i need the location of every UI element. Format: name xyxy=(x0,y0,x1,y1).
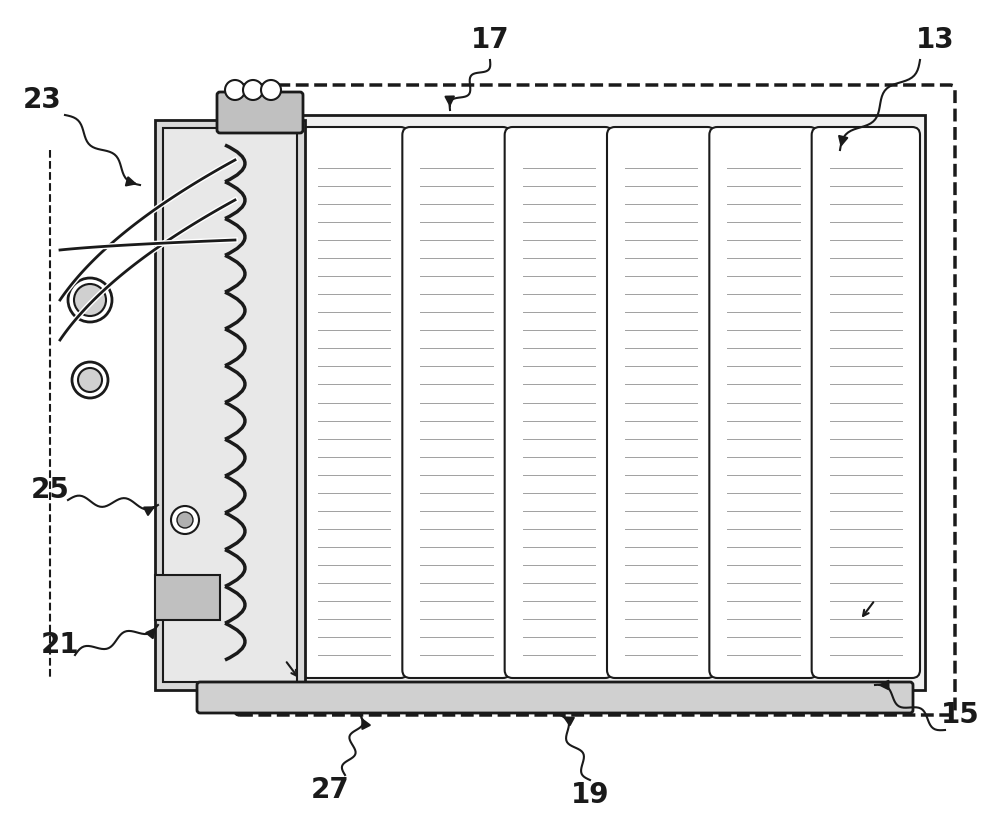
Circle shape xyxy=(261,80,281,100)
FancyBboxPatch shape xyxy=(155,120,305,690)
Text: 17: 17 xyxy=(471,26,509,54)
Text: 21: 21 xyxy=(41,631,79,659)
Circle shape xyxy=(68,278,112,322)
FancyBboxPatch shape xyxy=(197,682,913,713)
FancyBboxPatch shape xyxy=(812,127,920,678)
Circle shape xyxy=(78,368,102,392)
Bar xyxy=(155,575,220,620)
Text: 13: 13 xyxy=(916,26,954,54)
FancyBboxPatch shape xyxy=(505,127,613,678)
FancyBboxPatch shape xyxy=(607,127,715,678)
Circle shape xyxy=(177,512,193,528)
Text: 19: 19 xyxy=(571,781,609,809)
Circle shape xyxy=(72,362,108,398)
Text: 23: 23 xyxy=(23,86,61,114)
FancyBboxPatch shape xyxy=(709,127,818,678)
Bar xyxy=(163,128,297,682)
Circle shape xyxy=(74,284,106,316)
Text: 15: 15 xyxy=(941,701,979,729)
FancyBboxPatch shape xyxy=(402,127,511,678)
Text: 27: 27 xyxy=(311,776,349,804)
FancyBboxPatch shape xyxy=(235,85,955,715)
FancyBboxPatch shape xyxy=(217,92,303,133)
Circle shape xyxy=(243,80,263,100)
FancyBboxPatch shape xyxy=(300,127,408,678)
Circle shape xyxy=(225,80,245,100)
Circle shape xyxy=(171,506,199,534)
Bar xyxy=(295,115,925,690)
Text: 25: 25 xyxy=(31,476,69,504)
